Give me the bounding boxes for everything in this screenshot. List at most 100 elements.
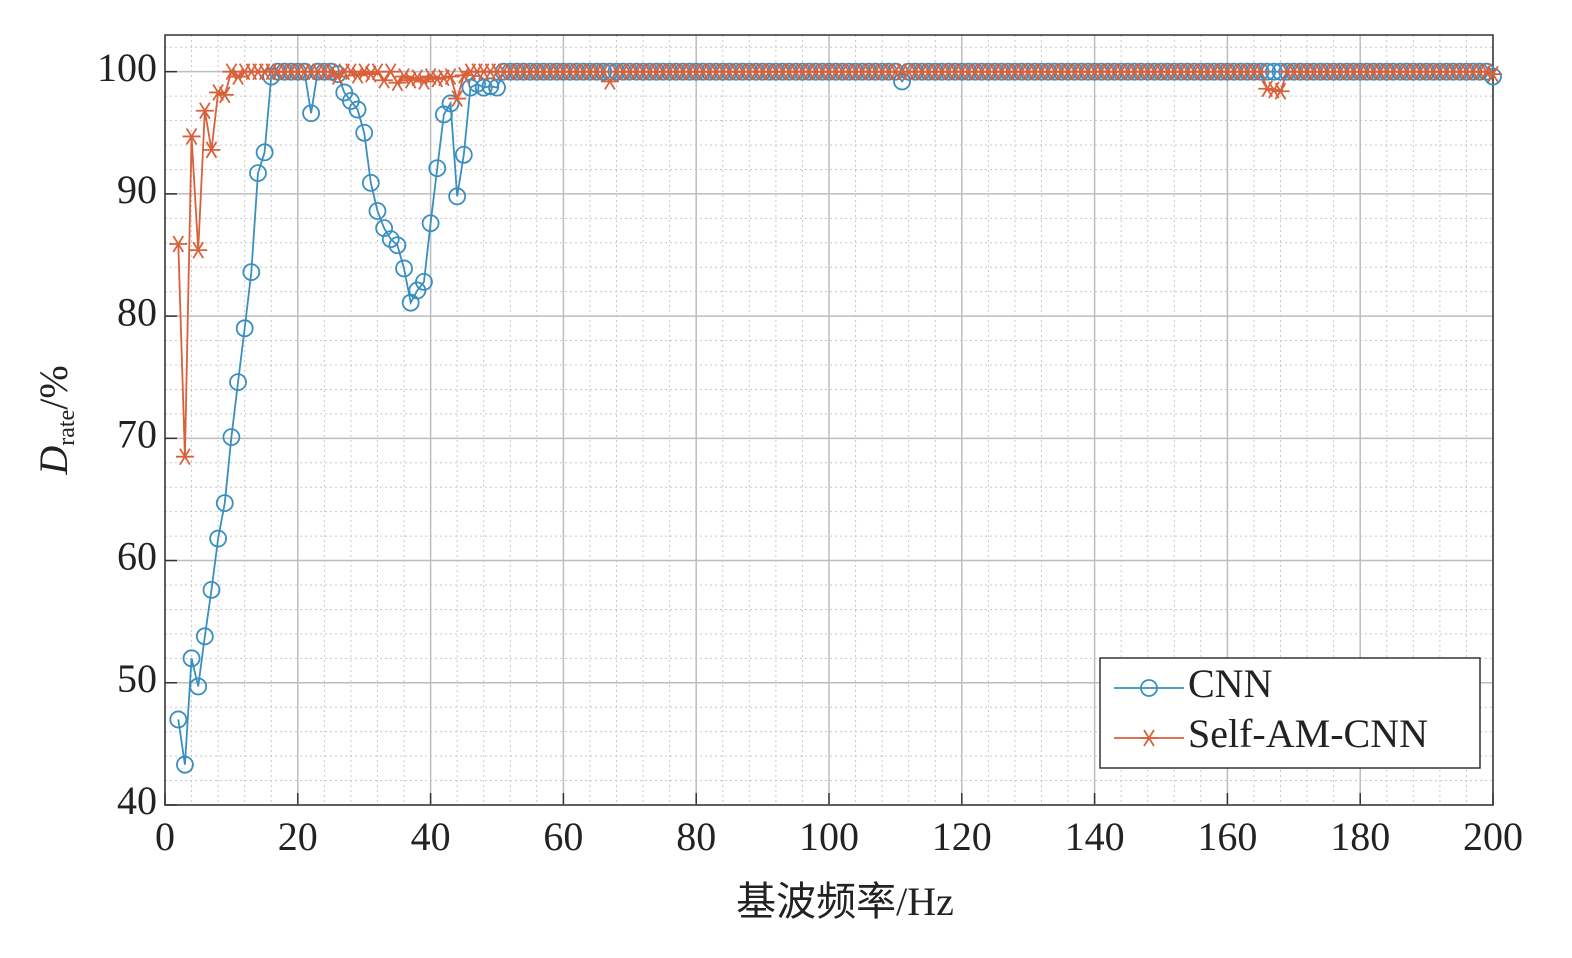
y-label-main: D <box>31 446 76 476</box>
marker <box>348 66 367 84</box>
y-tick-label: 80 <box>117 289 157 334</box>
marker-stroke <box>371 63 384 81</box>
marker <box>893 72 911 91</box>
marker-stroke <box>424 68 437 86</box>
marker-stroke <box>218 86 231 104</box>
marker <box>1140 729 1158 747</box>
marker <box>408 69 427 87</box>
y-tick-label: 70 <box>117 412 157 457</box>
marker <box>189 677 208 696</box>
x-tick-label: 100 <box>799 814 859 859</box>
marker-stroke <box>172 235 185 253</box>
marker-stroke <box>212 83 224 101</box>
marker <box>255 143 274 162</box>
x-tick-label: 200 <box>1463 814 1523 859</box>
marker-stroke <box>192 241 204 259</box>
marker <box>1251 63 1270 81</box>
marker-stroke <box>404 71 417 89</box>
marker-stroke <box>1143 729 1155 747</box>
marker <box>176 755 194 774</box>
marker-stroke <box>345 63 357 81</box>
marker-stroke <box>365 65 377 83</box>
x-tick-label: 180 <box>1330 814 1390 859</box>
marker-stroke <box>458 66 470 84</box>
x-tick-label: 80 <box>676 814 716 859</box>
marker-stroke <box>325 63 337 81</box>
marker <box>448 90 467 108</box>
marker <box>428 159 447 178</box>
y-label-unit: /% <box>31 365 76 409</box>
y-tick-label: 50 <box>117 656 157 701</box>
marker <box>175 448 194 466</box>
marker <box>474 78 493 97</box>
marker <box>441 94 460 113</box>
marker-stroke <box>185 127 198 145</box>
marker <box>395 68 414 86</box>
marker <box>1484 65 1502 83</box>
marker-stroke <box>205 141 218 159</box>
x-tick-label: 60 <box>543 814 583 859</box>
y-axis-label: Drate/% <box>31 365 79 475</box>
legend-label: Self-AM-CNN <box>1188 711 1428 756</box>
marker <box>441 68 460 86</box>
marker-stroke <box>384 63 397 81</box>
marker <box>348 100 367 119</box>
marker-stroke <box>1254 63 1267 81</box>
marker <box>388 236 407 255</box>
marker <box>454 145 473 164</box>
marker-stroke <box>1480 63 1493 81</box>
marker <box>448 187 467 206</box>
marker <box>361 173 380 192</box>
axes-box <box>164 34 1494 806</box>
marker <box>182 127 201 145</box>
x-tick-label: 140 <box>1065 814 1125 859</box>
y-tick-label: 90 <box>117 167 157 212</box>
marker-stroke <box>199 102 211 120</box>
marker <box>195 102 214 120</box>
marker-stroke <box>1487 65 1499 83</box>
x-tick-label: 40 <box>411 814 451 859</box>
marker <box>249 164 267 183</box>
marker <box>189 241 208 259</box>
marker <box>209 529 228 548</box>
legend-box <box>1099 657 1481 769</box>
marker-stroke <box>451 90 463 108</box>
marker <box>1140 679 1158 697</box>
marker <box>368 202 387 220</box>
marker <box>488 78 506 97</box>
y-tick-label: 40 <box>117 778 157 823</box>
marker-stroke <box>398 68 410 86</box>
marker <box>1271 82 1290 100</box>
marker-stroke <box>225 63 238 81</box>
marker-stroke <box>597 63 610 81</box>
marker <box>375 71 394 89</box>
marker <box>1484 67 1502 86</box>
marker <box>415 272 433 291</box>
legend-label: CNN <box>1188 661 1272 706</box>
marker <box>235 319 254 338</box>
marker <box>215 494 234 513</box>
y-label-sub: rate <box>54 410 80 446</box>
marker <box>169 235 188 253</box>
marker <box>195 627 214 646</box>
x-tick-label: 160 <box>1197 814 1257 859</box>
marker <box>229 373 247 392</box>
marker <box>421 214 440 233</box>
x-tick-label: 120 <box>932 814 992 859</box>
marker <box>202 141 221 159</box>
marker <box>481 77 500 96</box>
y-tick-label: 60 <box>117 534 157 579</box>
marker-stroke <box>411 69 424 87</box>
marker-stroke <box>358 63 370 81</box>
legend: CNN Self-AM-CNN <box>1099 657 1481 769</box>
x-tick-label: 20 <box>278 814 318 859</box>
marker <box>182 649 201 668</box>
marker <box>215 86 234 104</box>
marker <box>222 428 241 447</box>
marker-stroke <box>444 68 457 86</box>
marker <box>202 580 221 599</box>
marker-stroke <box>351 66 364 84</box>
y-tick-label: 100 <box>97 45 157 90</box>
marker <box>454 66 473 84</box>
